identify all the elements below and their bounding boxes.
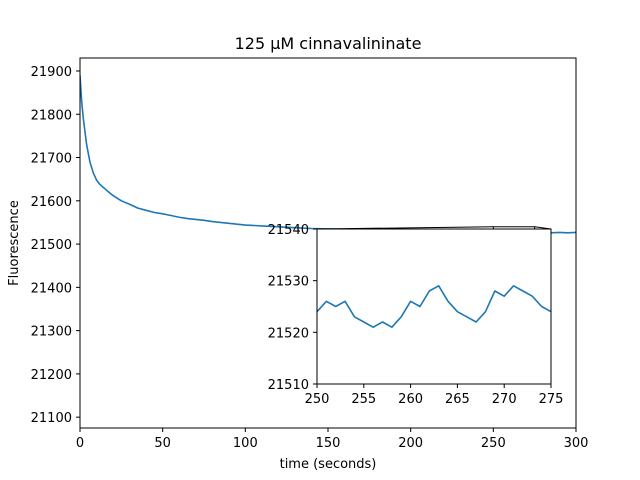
inset-x-tick-label: 250 (305, 392, 330, 407)
main-y-tick-label: 21100 (31, 411, 72, 426)
main-y-tick-label: 21300 (31, 325, 72, 340)
main-x-tick-label: 50 (154, 436, 171, 451)
main-x-tick-label: 150 (316, 436, 341, 451)
main-x-tick-label: 250 (481, 436, 506, 451)
inset-series-line (317, 285, 551, 328)
chart-title: 125 µM cinnavalininate (235, 34, 422, 53)
main-y-tick-label: 21200 (31, 368, 72, 383)
y-axis-label: Fluorescence (7, 200, 22, 286)
main-y-tick-label: 21800 (31, 108, 72, 123)
x-axis-label: time (seconds) (280, 457, 377, 472)
inset-x-tick-label: 275 (539, 392, 564, 407)
main-y-tick-label: 21900 (31, 65, 72, 80)
main-y-tick-label: 21500 (31, 238, 72, 253)
main-x-tick-label: 200 (398, 436, 423, 451)
main-y-tick-label: 21600 (31, 195, 72, 210)
inset-y-tick-label: 21530 (268, 275, 309, 290)
inset-x-tick-label: 260 (398, 392, 423, 407)
inset-x-tick-label: 255 (351, 392, 376, 407)
inset-y-tick-label: 21510 (268, 378, 309, 393)
main-x-tick-label: 100 (233, 436, 258, 451)
inset-y-tick-label: 21540 (268, 223, 309, 238)
main-y-tick-label: 21700 (31, 152, 72, 167)
inset-plot-frame (316, 228, 552, 385)
main-x-tick-label: 300 (564, 436, 589, 451)
inset-background (317, 229, 551, 384)
inset-y-tick-label: 21520 (268, 326, 309, 341)
inset-x-tick-label: 270 (492, 392, 517, 407)
main-y-tick-label: 21400 (31, 281, 72, 296)
main-x-tick-label: 0 (76, 436, 84, 451)
inset-x-tick-label: 265 (445, 392, 470, 407)
